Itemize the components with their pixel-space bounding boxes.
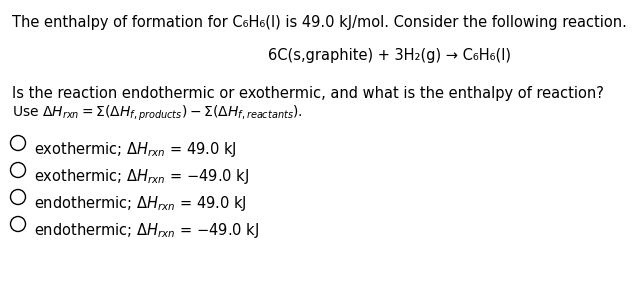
Text: The enthalpy of formation for C₆H₆(l) is 49.0 kJ/mol. Consider the following rea: The enthalpy of formation for C₆H₆(l) is…: [12, 15, 627, 30]
Text: Is the reaction endothermic or exothermic, and what is the enthalpy of reaction?: Is the reaction endothermic or exothermi…: [12, 86, 604, 101]
Text: exothermic; $\Delta H_{rxn}$ = −49.0 kJ: exothermic; $\Delta H_{rxn}$ = −49.0 kJ: [34, 167, 249, 186]
Text: exothermic; $\Delta H_{rxn}$ = 49.0 kJ: exothermic; $\Delta H_{rxn}$ = 49.0 kJ: [34, 140, 237, 159]
Text: Use $\Delta H_{rxn}=\Sigma\left(\Delta H_{f,products}\right)-\Sigma\left(\Delta : Use $\Delta H_{rxn}=\Sigma\left(\Delta H…: [12, 104, 303, 123]
Text: endothermic; $\Delta H_{rxn}$ = 49.0 kJ: endothermic; $\Delta H_{rxn}$ = 49.0 kJ: [34, 194, 247, 213]
Text: endothermic; $\Delta H_{rxn}$ = −49.0 kJ: endothermic; $\Delta H_{rxn}$ = −49.0 kJ: [34, 221, 259, 240]
Text: 6C(s,graphite) + 3H₂(g) → C₆H₆(l): 6C(s,graphite) + 3H₂(g) → C₆H₆(l): [269, 48, 512, 63]
